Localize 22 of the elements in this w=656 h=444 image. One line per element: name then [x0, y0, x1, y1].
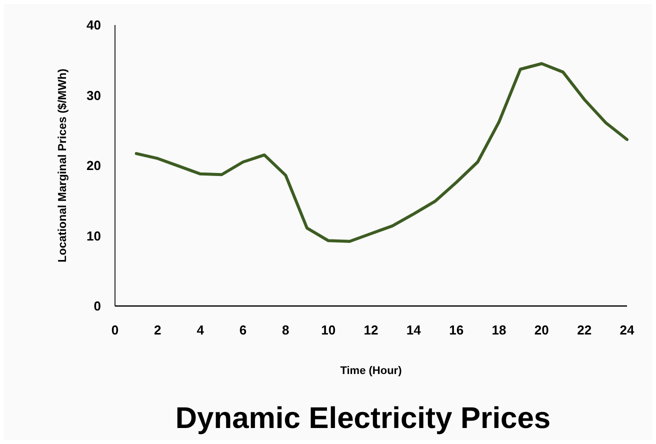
- x-tick-label: 22: [577, 322, 592, 338]
- x-tick-label: 2: [154, 322, 162, 338]
- x-tick-label: 24: [620, 322, 635, 338]
- x-tick-label: 20: [534, 322, 549, 338]
- x-tick-label: 10: [321, 322, 336, 338]
- x-tick-label: 12: [364, 322, 378, 338]
- x-tick-label: 16: [449, 322, 464, 338]
- y-tick-label: 10: [86, 228, 101, 244]
- y-tick-label: 20: [86, 158, 101, 173]
- y-tick-label: 0: [94, 298, 101, 314]
- x-tick-label: 6: [239, 322, 247, 338]
- y-tick-label: 30: [86, 88, 101, 103]
- x-tick-label: 18: [492, 322, 506, 338]
- x-tick-label: 4: [196, 322, 205, 338]
- x-tick-label: 8: [282, 322, 290, 338]
- text: Dynamic Electricity Prices: [175, 402, 551, 435]
- line-series: [134, 62, 628, 243]
- x-tick-label: 14: [406, 322, 422, 338]
- x-axis-title: Time (Hour): [340, 365, 402, 377]
- y-tick-label: 40: [86, 18, 101, 32]
- x-tick-label: 0: [111, 322, 119, 338]
- y-axis-title: Locational Marginal Prices ($/MWh): [57, 68, 69, 262]
